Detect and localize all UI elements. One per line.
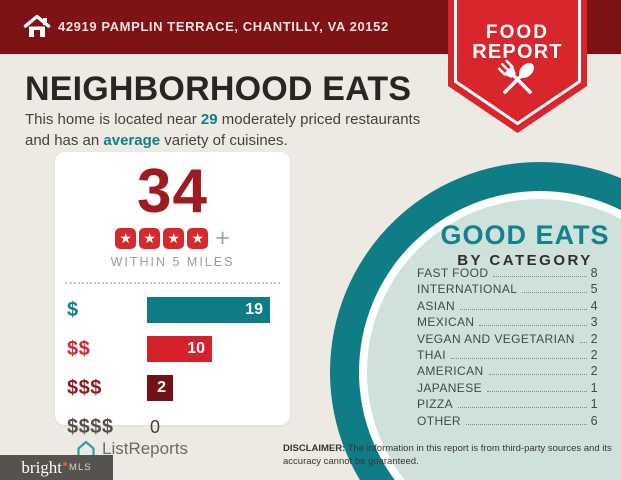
price-tier-row: $$$$ 0 [67, 414, 278, 440]
ribbon-line2: REPORT [472, 41, 563, 63]
dotted-leader [487, 390, 587, 392]
category-name: PIZZA [417, 397, 454, 412]
bright-mls-suffix: MLS [69, 462, 92, 473]
category-count: 3 [590, 315, 598, 330]
subtitle-text: This home is located near [25, 111, 201, 128]
star-icon: ★ [139, 228, 161, 249]
disclaimer-line2: accuracy cannot be guaranteed. [283, 455, 419, 467]
plus-sign: + [215, 224, 230, 252]
category-name: OTHER [417, 413, 461, 428]
category-row: MEXICAN 3 [417, 315, 598, 331]
category-count: 2 [590, 331, 598, 346]
dotted-leader [579, 341, 587, 343]
listreports-label: ListReports [102, 439, 188, 458]
category-row: JAPANESE 1 [417, 381, 598, 397]
subtitle-text: variety of cuisines. [160, 132, 288, 149]
dotted-leader [479, 325, 587, 327]
dotted-leader [488, 374, 587, 376]
price-bar-chart: $19 $$ 10 $$$ 2 $$$$ 0 [55, 297, 290, 440]
good-eats-subtitle: BY CATEGORY [457, 252, 593, 269]
category-row: OTHER 6 [417, 414, 598, 430]
stars-row: ★ ★ ★ ★ + [55, 224, 290, 252]
category-count: 2 [590, 347, 598, 362]
bright-mls-name: bright [21, 457, 63, 477]
dotted-leader [460, 308, 587, 310]
price-tier-row: $19 [67, 297, 278, 323]
radius-label: WITHIN 5 MILES [110, 255, 235, 269]
bright-mls-dot-icon [63, 461, 68, 466]
bar-value: 0 [150, 416, 161, 437]
category-name: JAPANESE [417, 380, 482, 395]
category-row: ASIAN 4 [417, 299, 598, 315]
category-name: INTERNATIONAL [417, 282, 518, 297]
page-subtitle: This home is located near 29 moderately … [25, 109, 427, 151]
category-name: ASIAN [417, 298, 456, 313]
disclaimer-line1: The information in this report is from t… [345, 443, 612, 454]
category-row: PIZZA 1 [417, 397, 598, 413]
category-name: AMERICAN [417, 364, 484, 379]
star-icon: ★ [115, 228, 137, 249]
bar-area: 0 [147, 414, 278, 440]
restaurant-stats-card: 34 ★ ★ ★ ★ + WITHIN 5 MILES $19 $$ 10 $$$ 2 $$$$… [55, 152, 290, 438]
category-count: 1 [590, 380, 598, 395]
restaurant-count: 29 [200, 111, 218, 128]
category-count: 1 [590, 397, 598, 412]
disclaimer-label: DISCLAIMER: [283, 443, 346, 454]
dotted-divider [65, 282, 280, 284]
price-tier-label: $$ [67, 337, 91, 360]
subtitle-text: moderately priced restaurants and has an [25, 111, 421, 149]
dotted-leader [466, 423, 587, 425]
category-name: FAST FOOD [417, 266, 489, 280]
disclaimer: DISCLAIMER: The information in this repo… [283, 443, 619, 468]
price-tier-bar: 10 [147, 336, 212, 362]
bar-area: 2 [147, 375, 278, 401]
price-tier-label: $ [67, 298, 79, 321]
price-tier-row: $$ 10 [67, 336, 278, 362]
variety-highlight: average [103, 132, 161, 149]
property-address: 42919 PAMPLIN TERRACE, CHANTILLY, VA 201… [58, 19, 389, 34]
bar-area: 10 [147, 336, 278, 362]
category-count: 2 [590, 364, 598, 379]
category-name: VEGAN AND VEGETARIAN [417, 331, 575, 346]
restaurant-total: 34 [137, 157, 208, 226]
bar-value: 19 [245, 301, 263, 318]
category-row: FAST FOOD 8 [417, 266, 598, 282]
dotted-leader [493, 276, 587, 277]
home-icon [23, 13, 51, 46]
dotted-leader [450, 357, 587, 359]
category-row: INTERNATIONAL 5 [417, 282, 598, 298]
star-icon: ★ [163, 228, 185, 249]
utensils-icon [494, 56, 541, 103]
category-count: 4 [590, 298, 598, 313]
price-tier-label: $$$ [67, 376, 102, 399]
star-icon: ★ [187, 228, 209, 249]
category-row: VEGAN AND VEGETARIAN 2 [417, 332, 598, 348]
price-tier-label: $$$$ [67, 415, 114, 438]
dotted-leader [458, 407, 587, 409]
category-count: 5 [590, 282, 598, 297]
price-tier-row: $$$ 2 [67, 375, 278, 401]
page-title: NEIGHBORHOOD EATS [25, 70, 412, 108]
category-row: THAI 2 [417, 348, 598, 364]
dotted-leader [522, 292, 587, 294]
bar-value: 10 [187, 340, 205, 357]
price-tier-bar: 2 [147, 375, 173, 401]
star-rating: ★ ★ ★ ★ [115, 228, 209, 249]
good-eats-heading: GOOD EATS BY CATEGORY [405, 220, 621, 269]
category-count: 8 [590, 266, 598, 280]
bar-area: 19 [147, 297, 278, 323]
bright-mls-logo: bright MLS [0, 455, 113, 480]
good-eats-title: GOOD EATS [440, 220, 610, 250]
price-tier-bar: 19 [147, 297, 270, 323]
category-list: FAST FOOD 8 INTERNATIONAL 5 ASIAN 4 MEXICAN 3 VE… [417, 266, 598, 430]
category-name: THAI [417, 347, 446, 362]
bar-value: 2 [157, 379, 166, 396]
food-report-ribbon: FOOD REPORT [448, 0, 587, 133]
category-count: 6 [590, 413, 598, 428]
category-name: MEXICAN [417, 315, 475, 330]
category-row: AMERICAN 2 [417, 364, 598, 380]
ribbon-line1: FOOD [486, 22, 549, 43]
